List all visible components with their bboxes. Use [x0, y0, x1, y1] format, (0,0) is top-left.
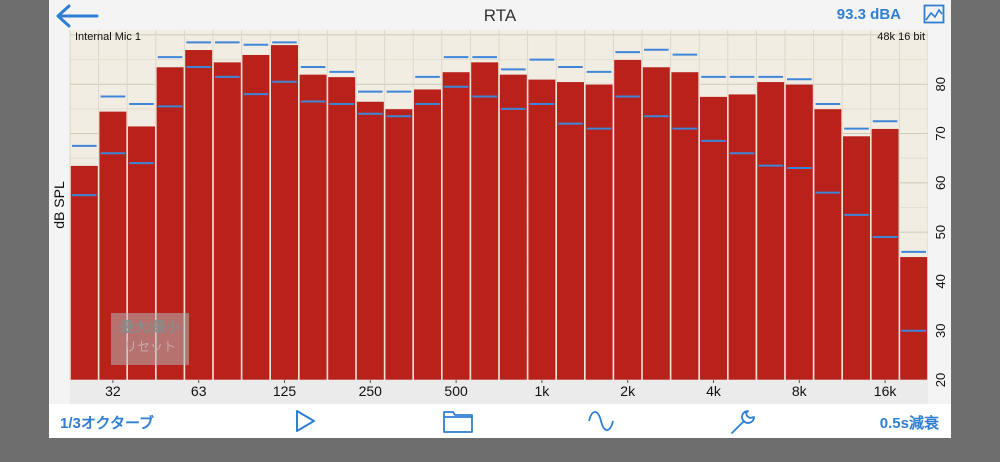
y-tick-label: 20: [933, 373, 948, 387]
y-tick-label: 80: [933, 77, 948, 91]
bottom-toolbar: 1/3オクターブ 0.5s減衰: [49, 404, 951, 438]
reset-max-min-button[interactable]: 最大/最小 リセット: [111, 313, 189, 365]
bar: [670, 71, 699, 381]
y-axis-strip: [928, 30, 951, 404]
y-axis: 20 30 40 50 60 70 80: [928, 30, 951, 404]
graph-image-icon[interactable]: [923, 4, 945, 24]
bar: [241, 54, 271, 381]
y-tick-label: 30: [933, 323, 948, 337]
bar: [756, 81, 785, 381]
play-icon[interactable]: [292, 408, 318, 434]
bar: [327, 76, 356, 381]
y-tick-label: 50: [933, 225, 948, 239]
bar: [270, 44, 299, 381]
x-tick-label: 500: [444, 383, 468, 399]
bar: [842, 135, 871, 381]
bar: [299, 74, 328, 381]
octave-button[interactable]: 1/3オクターブ: [60, 415, 155, 432]
x-tick-label: 8k: [792, 383, 808, 399]
bar: [384, 108, 414, 381]
wave-icon[interactable]: [586, 408, 616, 434]
reset-button-line2: リセット: [123, 339, 176, 354]
bar: [356, 101, 385, 381]
x-tick-label: 2k: [620, 383, 636, 399]
x-tick-label: 1k: [535, 383, 551, 399]
x-tick-label: 32: [105, 383, 121, 399]
y-axis-label: dB SPL: [51, 181, 67, 229]
format-label: 48k 16 bit: [877, 31, 925, 43]
rta-screen: RTA 93.3 dBA 32 63 125 250 500 1k 2k 4k 8k 16k 20…: [49, 0, 951, 438]
decay-button[interactable]: 0.5s減衰: [879, 415, 939, 432]
folder-icon[interactable]: [442, 408, 474, 434]
x-tick-label: 63: [191, 383, 207, 399]
x-tick-label: 125: [273, 383, 297, 399]
bar: [870, 128, 900, 381]
x-axis: 32 63 125 250 500 1k 2k 4k 8k 16k: [70, 380, 928, 404]
bar: [413, 88, 442, 381]
bar: [699, 96, 728, 381]
bar: [556, 81, 585, 381]
bar: [785, 83, 814, 381]
bar: [70, 165, 99, 381]
bar: [813, 108, 842, 381]
bar: [727, 93, 757, 381]
rta-chart: 32 63 125 250 500 1k 2k 4k 8k 16k 20304050607080 …: [51, 30, 951, 404]
x-axis-strip: [70, 380, 928, 404]
input-label: Internal Mic 1: [75, 31, 141, 43]
y-tick-label: 60: [933, 176, 948, 190]
level-readout[interactable]: 93.3 dBA: [836, 6, 901, 23]
y-tick-label: 70: [933, 126, 948, 140]
bar: [184, 49, 213, 381]
reset-button-line1: 最大/最小: [120, 319, 180, 335]
x-tick-label: 16k: [874, 383, 898, 399]
bar: [499, 74, 528, 381]
bar: [527, 78, 557, 381]
back-arrow-icon[interactable]: [53, 4, 99, 28]
bar: [441, 71, 471, 381]
bar: [213, 61, 242, 381]
x-tick-label: 4k: [706, 383, 722, 399]
bar: [613, 59, 642, 381]
bar: [899, 256, 928, 381]
x-tick-label: 250: [359, 383, 383, 399]
bar: [642, 66, 671, 381]
bar: [470, 61, 499, 381]
wrench-icon[interactable]: [728, 408, 758, 436]
y-tick-label: 40: [933, 274, 948, 288]
